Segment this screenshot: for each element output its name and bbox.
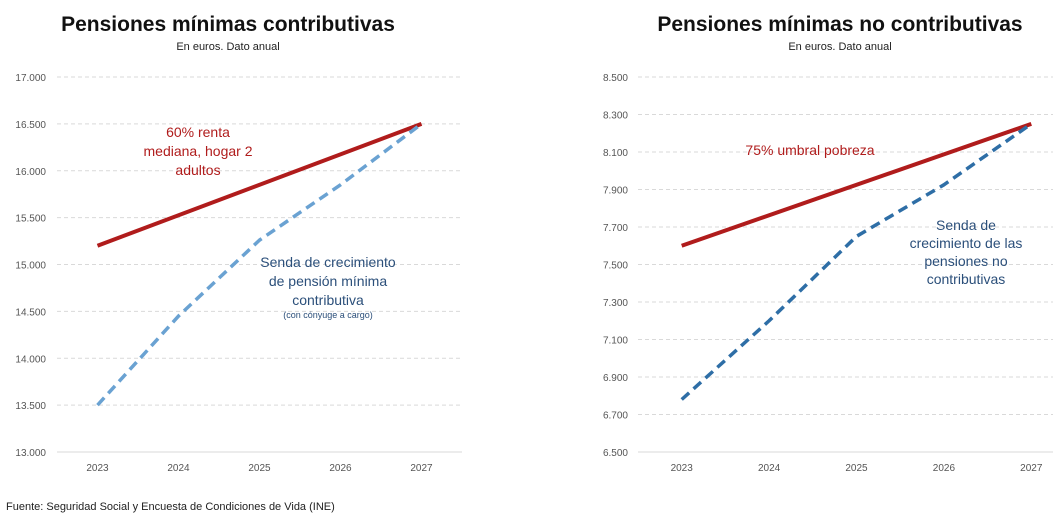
x-tick-label: 2026 <box>933 463 956 474</box>
y-tick-label: 7.300 <box>603 298 628 309</box>
chart-title: Pensiones mínimas contributivas <box>61 13 395 36</box>
series-annotation-note: (con cónyuge a cargo) <box>283 310 373 320</box>
series-annotation: contributivas <box>927 271 1006 287</box>
y-tick-label: 17.000 <box>15 73 46 84</box>
series-annotation: de pensión mínima <box>269 273 388 289</box>
y-tick-label: 7.700 <box>603 223 628 234</box>
chart-subtitle: En euros. Dato anual <box>176 41 279 53</box>
series-annotation: mediana, hogar 2 <box>144 143 253 159</box>
y-tick-label: 15.000 <box>15 261 46 272</box>
y-tick-label: 7.100 <box>603 336 628 347</box>
x-tick-label: 2026 <box>329 463 352 474</box>
series-annotation: Senda de <box>936 217 996 233</box>
y-tick-label: 8.300 <box>603 111 628 122</box>
chart-subtitle: En euros. Dato anual <box>788 41 891 53</box>
series-line-threshold <box>96 122 423 248</box>
series-annotation: pensiones no <box>924 253 1008 269</box>
x-tick-label: 2027 <box>410 463 433 474</box>
y-tick-label: 16.000 <box>15 167 46 178</box>
x-tick-label: 2027 <box>1020 463 1043 474</box>
y-tick-label: 14.500 <box>15 307 46 318</box>
y-tick-label: 7.500 <box>603 261 628 272</box>
y-tick-label: 15.500 <box>15 214 46 225</box>
y-tick-label: 13.500 <box>15 401 46 412</box>
x-tick-label: 2024 <box>167 463 190 474</box>
series-annotation: adultos <box>175 162 220 178</box>
x-tick-label: 2025 <box>845 463 868 474</box>
y-tick-label: 6.500 <box>603 448 628 459</box>
series-line-pension-path <box>96 122 423 407</box>
chart-title: Pensiones mínimas no contributivas <box>657 13 1022 36</box>
series-annotation: Senda de crecimiento <box>260 254 396 270</box>
y-tick-label: 8.100 <box>603 148 628 159</box>
y-tick-label: 8.500 <box>603 73 628 84</box>
y-tick-label: 6.900 <box>603 373 628 384</box>
y-tick-label: 14.000 <box>15 354 46 365</box>
y-tick-label: 13.000 <box>15 448 46 459</box>
series-annotation: crecimiento de las <box>910 235 1023 251</box>
series-line-pension-path <box>680 122 1033 401</box>
x-tick-label: 2025 <box>248 463 271 474</box>
y-tick-label: 6.700 <box>603 411 628 422</box>
y-tick-label: 16.500 <box>15 120 46 131</box>
series-annotation: 75% umbral pobreza <box>745 142 874 158</box>
series-annotation: 60% renta <box>166 124 230 140</box>
source-note: Fuente: Seguridad Social y Encuesta de C… <box>6 501 335 513</box>
x-tick-label: 2023 <box>86 463 109 474</box>
x-tick-label: 2023 <box>671 463 694 474</box>
series-line-threshold <box>681 121 1032 248</box>
y-tick-label: 7.900 <box>603 186 628 197</box>
series-annotation: contributiva <box>292 292 364 308</box>
x-tick-label: 2024 <box>758 463 781 474</box>
